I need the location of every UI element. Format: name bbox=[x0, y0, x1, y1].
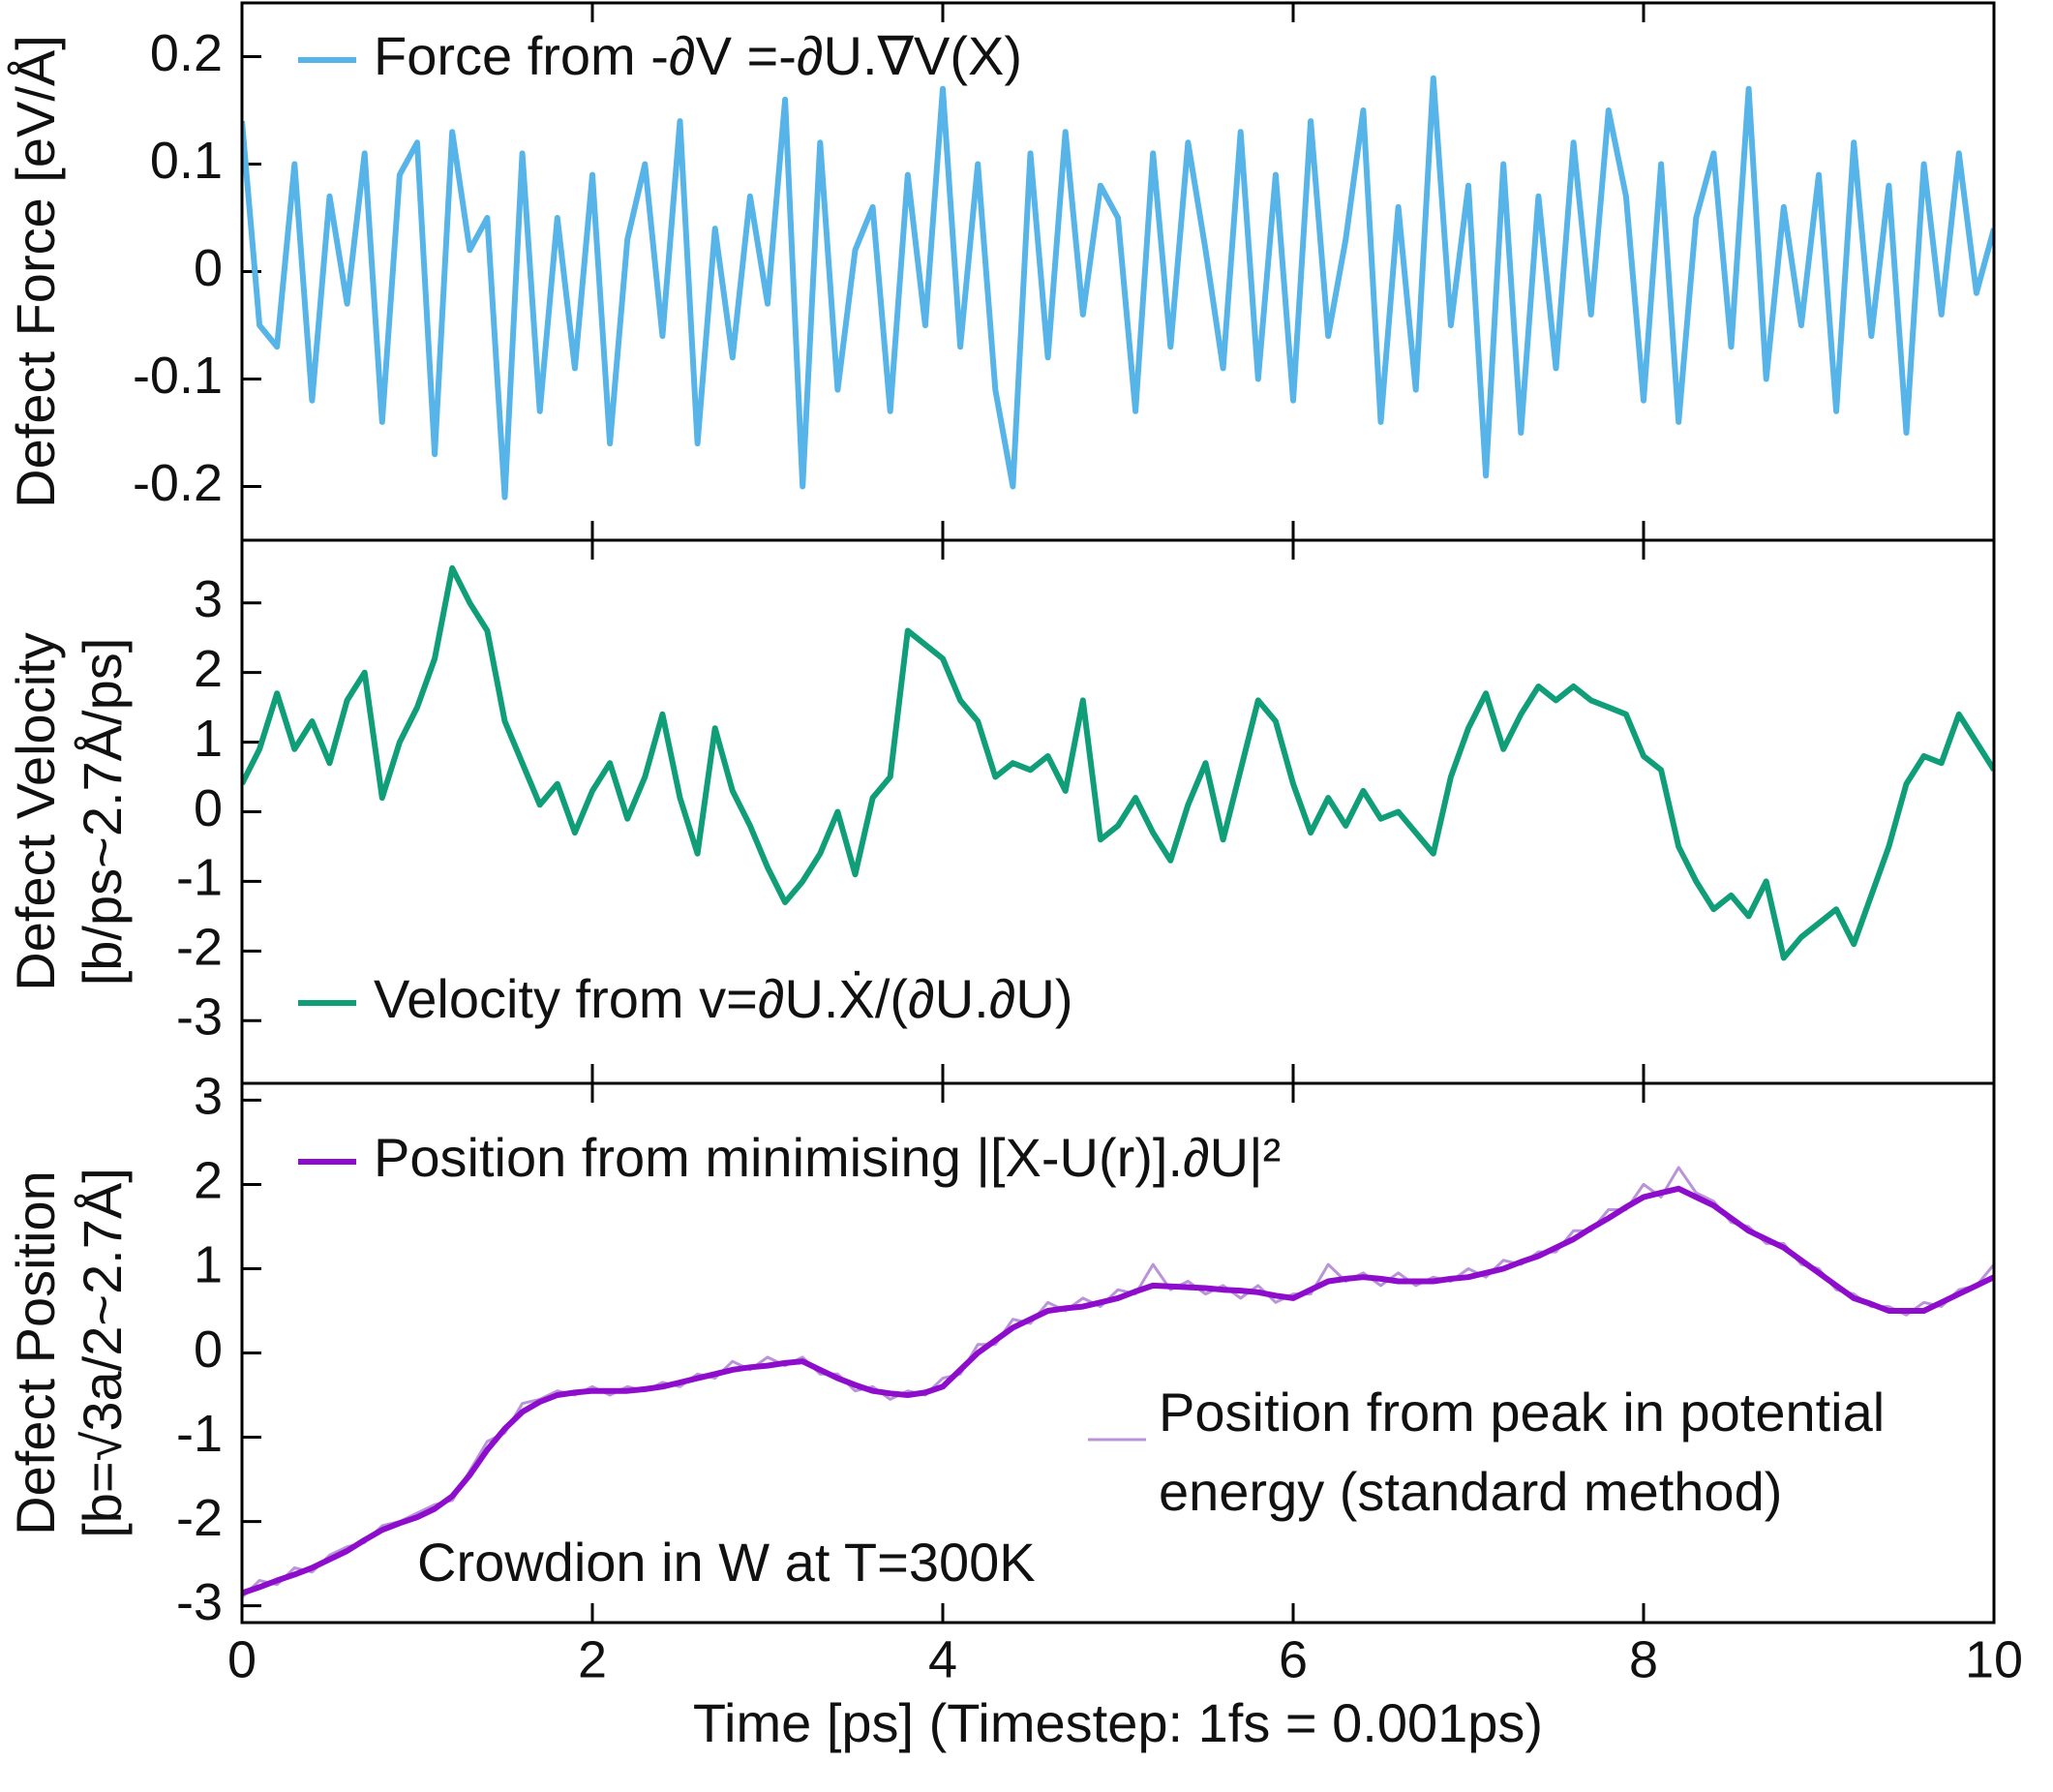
data-line bbox=[242, 75, 1994, 501]
series bbox=[242, 75, 1994, 501]
y-axis-label: Defect Velocity bbox=[5, 632, 66, 990]
data-line bbox=[242, 564, 1994, 961]
y-tick-label: -1 bbox=[176, 1405, 223, 1463]
series bbox=[242, 1166, 1994, 1598]
y-tick-label: 2 bbox=[194, 1152, 223, 1210]
legend-label: Position from peak in potential energy (… bbox=[1159, 1382, 1886, 1522]
data-line bbox=[242, 1185, 1994, 1596]
y-tick-label: -2 bbox=[176, 1489, 223, 1547]
legend-label: Force from -∂V =-∂U.∇V(X) bbox=[374, 25, 1022, 86]
x-tick-label: 2 bbox=[578, 1630, 607, 1688]
y-axis-label: Defect Position bbox=[5, 1170, 66, 1535]
y-tick-label: 3 bbox=[194, 1068, 223, 1126]
x-tick-label: 10 bbox=[1965, 1630, 2023, 1688]
y-tick-label: -2 bbox=[176, 919, 223, 977]
y-tick-label: 1 bbox=[194, 1236, 223, 1294]
plot-frame bbox=[240, 1081, 1996, 1625]
y-tick-label: 0 bbox=[194, 1321, 223, 1379]
y-tick-label: 0 bbox=[194, 779, 223, 837]
y-tick-label: 0 bbox=[194, 239, 223, 297]
y-tick-label: -0.1 bbox=[133, 347, 223, 405]
legend-label: Velocity from v=∂U.Ẋ/(∂U.∂U) bbox=[374, 968, 1072, 1029]
x-tick-label: 8 bbox=[1629, 1630, 1658, 1688]
y-tick-label: 0.1 bbox=[150, 132, 223, 190]
legend-label: Position from minimising |[X-U(r)].∂U|² bbox=[374, 1127, 1281, 1188]
x-tick-label: 0 bbox=[227, 1630, 257, 1688]
x-tick-label: 4 bbox=[928, 1630, 957, 1688]
y-axis-label: Defect Force [eV/Å] bbox=[5, 35, 66, 508]
y-tick-label: 0.2 bbox=[150, 24, 223, 82]
x-axis-label: Time [ps] (Timestep: 1fs = 0.001ps) bbox=[693, 1692, 1543, 1753]
series bbox=[242, 564, 1994, 961]
y-axis-label: [b/ps~2.7Å/ps] bbox=[72, 638, 133, 987]
y-tick-label: 3 bbox=[194, 570, 223, 628]
y-tick-label: 1 bbox=[194, 710, 223, 768]
y-tick-label: 2 bbox=[194, 640, 223, 698]
y-tick-label: -1 bbox=[176, 849, 223, 907]
x-tick-label: 6 bbox=[1279, 1630, 1308, 1688]
y-tick-label: -0.2 bbox=[133, 454, 223, 512]
y-axis-label: [b=√3a/2~2.7Å] bbox=[72, 1168, 133, 1538]
y-tick-label: -3 bbox=[176, 1573, 223, 1631]
data-line bbox=[242, 1166, 1994, 1598]
series bbox=[242, 1185, 1994, 1596]
annotation: Crowdion in W at T=300K bbox=[417, 1532, 1036, 1593]
y-tick-label: -3 bbox=[176, 988, 223, 1047]
